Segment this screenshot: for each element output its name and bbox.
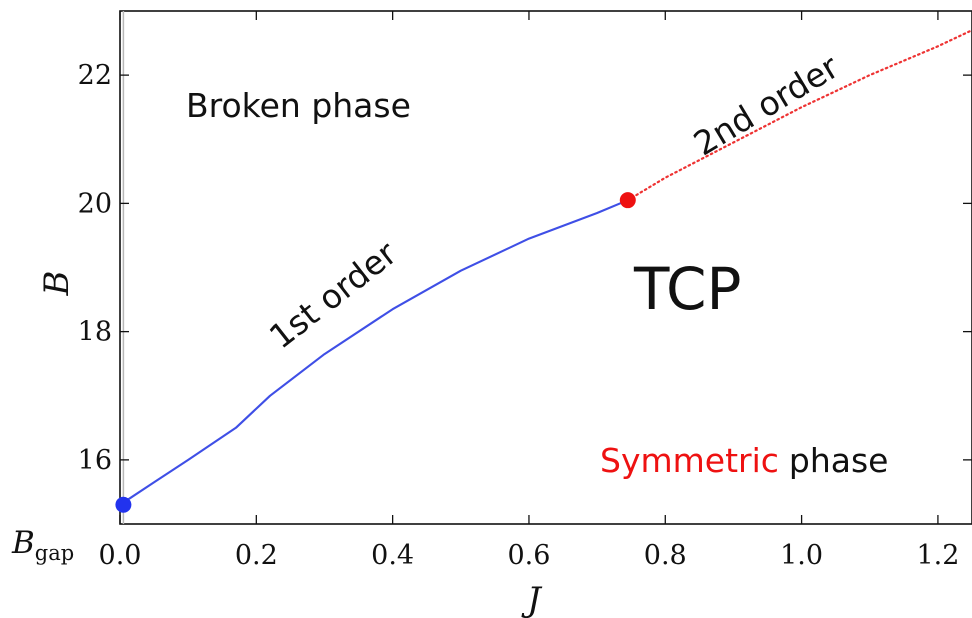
tcp-label: TCP bbox=[633, 255, 742, 323]
second-order-label: 2nd order bbox=[687, 47, 846, 164]
y-tick-label: 20 bbox=[78, 188, 112, 219]
first-order-line bbox=[118, 199, 629, 506]
series-lines bbox=[118, 29, 972, 506]
bgap-subscript: gap bbox=[35, 541, 74, 565]
x-axis-title: J bbox=[521, 580, 543, 618]
x-tick-label: 1.2 bbox=[916, 540, 959, 571]
broken-phase-label: Broken phase bbox=[186, 86, 411, 125]
y-axis-title: B bbox=[37, 271, 77, 297]
special-points bbox=[115, 192, 636, 513]
x-tick-label: 1.0 bbox=[780, 540, 823, 571]
x-tick-label: 0.4 bbox=[371, 540, 414, 571]
y-tick-label: 22 bbox=[78, 60, 112, 91]
bgap-label: Bgap bbox=[11, 525, 74, 565]
second-order-line bbox=[626, 29, 972, 202]
bgap-point bbox=[115, 496, 132, 513]
bgap-base: B bbox=[11, 525, 35, 561]
x-tick-label: 0.2 bbox=[235, 540, 278, 571]
first-order-label: 1st order bbox=[262, 233, 404, 356]
axis-ticks: 0.0 0.2 0.4 0.6 0.8 1.0 1.2 16 18 20 22 bbox=[78, 11, 972, 571]
x-tick-label: 0.0 bbox=[99, 540, 142, 571]
symmetric-phase-label: Symmetric phase bbox=[600, 441, 888, 480]
y-tick-label: 16 bbox=[78, 445, 112, 476]
plot-frame bbox=[119, 10, 972, 525]
symmetric-word: Symmetric bbox=[600, 441, 779, 480]
phase-word: phase bbox=[789, 441, 889, 480]
y-tick-label: 18 bbox=[78, 317, 112, 348]
tricritical-point bbox=[619, 192, 636, 209]
x-tick-label: 0.6 bbox=[507, 540, 550, 571]
x-tick-label: 0.8 bbox=[644, 540, 687, 571]
